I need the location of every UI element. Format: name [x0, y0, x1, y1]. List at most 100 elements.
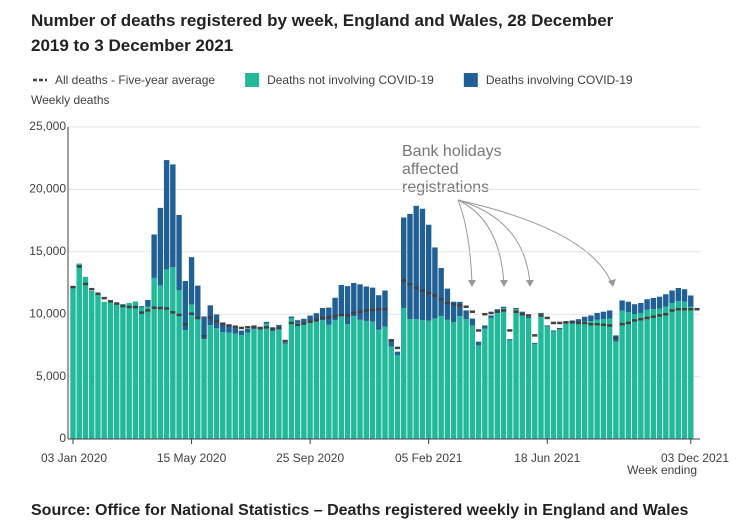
bar [650, 309, 657, 439]
bar [301, 318, 307, 323]
x-tick-label: 03 Dec 2021 [661, 451, 729, 465]
bar [438, 315, 444, 439]
bar [188, 257, 195, 305]
bar [282, 342, 288, 344]
bar [544, 326, 550, 439]
bar [357, 319, 363, 439]
bar [407, 213, 413, 320]
bar [575, 319, 582, 323]
x-tick-label: 18 Jun 2021 [514, 451, 580, 465]
annotation-line: affected [402, 161, 459, 178]
bar [357, 284, 363, 320]
bar [500, 308, 507, 439]
bar [669, 302, 675, 439]
bar [307, 315, 313, 322]
bar [638, 302, 644, 313]
bar [625, 312, 632, 439]
y-tick-label: 15,000 [29, 244, 66, 258]
bar [581, 321, 588, 439]
bar [482, 325, 488, 329]
chart-title: Number of deaths registered by week, Eng… [31, 11, 614, 55]
bar [450, 322, 457, 439]
bar [669, 290, 675, 303]
bar [132, 301, 139, 439]
bar [182, 281, 189, 331]
bar [201, 339, 207, 439]
bar [494, 309, 501, 312]
bar [326, 324, 332, 439]
bar [519, 311, 525, 313]
bar [425, 224, 432, 321]
bar [238, 335, 245, 439]
bar [675, 301, 681, 439]
bar [195, 317, 201, 439]
bar [338, 284, 345, 317]
bar [332, 297, 338, 321]
bar [207, 305, 213, 326]
bar [351, 283, 357, 317]
bar [157, 285, 164, 439]
bar [76, 263, 82, 439]
bar [351, 316, 357, 439]
bar [656, 308, 663, 439]
bar [644, 299, 650, 310]
x-axis-label: Week ending [627, 463, 697, 477]
bar [401, 307, 407, 439]
bar [195, 285, 201, 318]
y-tick-label: 10,000 [29, 306, 66, 320]
bar [681, 289, 688, 302]
bar [288, 316, 295, 319]
bar [488, 315, 494, 318]
bar [213, 328, 220, 439]
bar [101, 301, 107, 439]
bar [138, 307, 145, 439]
bar [494, 311, 501, 439]
x-tick-label: 25 Sep 2020 [276, 451, 344, 465]
arrow [457, 199, 505, 285]
bar [644, 309, 650, 439]
bar [163, 160, 170, 270]
bar [638, 312, 644, 439]
bar [276, 326, 282, 439]
bar [388, 346, 394, 439]
y-tick-label: 25,000 [29, 119, 66, 133]
bar [675, 287, 681, 302]
arrow-head [526, 280, 534, 287]
bar [313, 313, 320, 322]
bar [463, 319, 469, 439]
bar [301, 322, 307, 439]
bar [238, 330, 245, 336]
bar [619, 300, 625, 311]
source: Source: Office for National Statistics –… [31, 502, 688, 519]
bar [507, 339, 513, 341]
bar [688, 295, 694, 307]
y-tick-label: 0 [59, 431, 66, 445]
bar [363, 286, 369, 321]
x-tick-label: 05 Feb 2021 [395, 451, 463, 465]
bar [176, 290, 182, 439]
bar [126, 302, 132, 439]
bar [444, 319, 451, 439]
arrow-head [608, 279, 616, 287]
legend-label: Deaths involving COVID-19 [486, 73, 633, 87]
bar [681, 301, 688, 439]
bar [538, 312, 544, 315]
annotation-line: registrations [402, 179, 489, 196]
bar [269, 330, 276, 439]
bar [482, 328, 488, 439]
bar [438, 268, 444, 316]
legend-swatch [245, 73, 260, 87]
bar [120, 303, 126, 439]
annotation-arrows [457, 199, 613, 285]
x-tick-label: 15 May 2020 [157, 451, 227, 465]
bar [182, 330, 189, 439]
bar [157, 207, 164, 286]
arrow-head [468, 280, 476, 287]
bar [413, 318, 419, 439]
bar [550, 331, 557, 439]
bar [544, 325, 550, 327]
bar [432, 318, 438, 439]
annotation-line: Bank holidays [402, 143, 502, 160]
bar [613, 341, 619, 439]
bar [475, 341, 482, 346]
